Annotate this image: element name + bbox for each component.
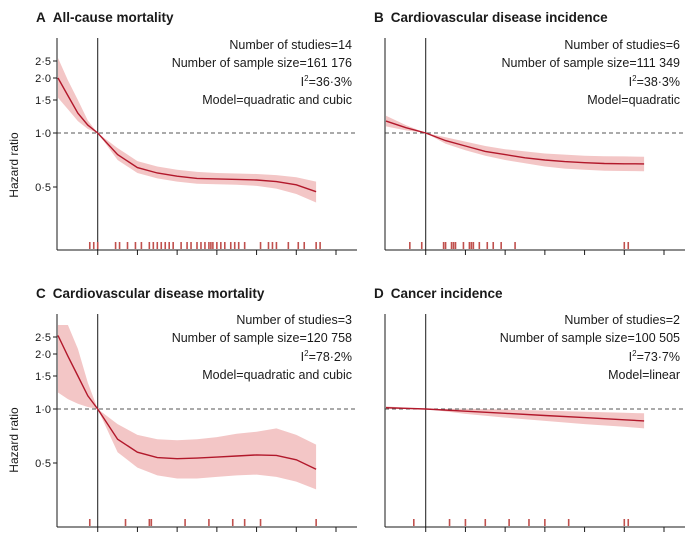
panel-b-stats: Number of studies=6 Number of sample siz…: [502, 38, 681, 107]
panel-c-y-tick-label: 2·0: [35, 349, 51, 361]
panel-a-title: A All-cause mortality: [36, 10, 174, 25]
panel-d-confidence-band: [386, 406, 645, 429]
panel-d: D Cancer incidence Number of studies=2 Nu…: [374, 286, 685, 532]
panel-c-y-tick-label: 1·5: [35, 371, 51, 383]
panel-a-confidence-band: [58, 58, 317, 203]
panel-d-plot: [384, 314, 685, 532]
panel-a-plot: 0·5 1·0 1·5 2·0 2·5: [35, 38, 357, 255]
panel-c-sample: Number of sample size=120 758: [172, 331, 352, 345]
panel-b-title: B Cardiovascular disease incidence: [374, 10, 608, 25]
panel-b-i2: I2=38·3%: [629, 74, 680, 89]
panel-a-y-tick-label: 1·5: [35, 95, 51, 107]
panel-b-curve: [385, 120, 645, 165]
panel-b-studies: Number of studies=6: [564, 38, 680, 52]
panel-c-i2: I2=78·2%: [301, 349, 352, 364]
panel-d-studies: Number of studies=2: [564, 313, 680, 327]
panel-a-curve: [57, 77, 317, 193]
panel-b-plot: [384, 38, 685, 255]
panel-b-sample: Number of sample size=111 349: [502, 56, 681, 70]
panel-c: C Cardiovascular disease mortality Hazard…: [7, 286, 357, 532]
panel-c-y-tick-label: 1·0: [35, 404, 51, 416]
panel-d-model: Model=linear: [608, 368, 680, 382]
panel-a-stats: Number of studies=14 Number of sample si…: [172, 38, 352, 107]
panel-a-y-tick-label: 2·5: [35, 56, 51, 68]
panel-d-stats: Number of studies=2 Number of sample siz…: [500, 313, 680, 382]
panel-c-studies: Number of studies=3: [236, 313, 352, 327]
panel-a-y-tick-label: 2·0: [35, 73, 51, 85]
panel-b-confidence-band: [386, 115, 645, 172]
panel-b-model: Model=quadratic: [587, 93, 680, 107]
panel-a-y-axis-label: Hazard ratio: [7, 132, 21, 198]
panel-c-y-tick-label: 0·5: [35, 458, 51, 470]
panel-c-y-axis-label: Hazard ratio: [7, 407, 21, 473]
panel-a-i2: I2=36·3%: [301, 74, 352, 89]
panel-d-title: D Cancer incidence: [374, 286, 503, 301]
panel-a-sample: Number of sample size=161 176: [172, 56, 352, 70]
panel-c-model: Model=quadratic and cubic: [202, 368, 352, 382]
panel-c-stats: Number of studies=3 Number of sample siz…: [172, 313, 352, 382]
panel-d-curve: [385, 407, 645, 422]
panel-b: B Cardiovascular disease incidence Number…: [374, 10, 685, 255]
panel-c-title: C Cardiovascular disease mortality: [36, 286, 265, 301]
panel-a-y-tick-label: 1·0: [35, 128, 51, 140]
panel-c-curve: [57, 335, 317, 470]
panel-d-sample: Number of sample size=100 505: [500, 331, 680, 345]
panel-c-confidence-band: [58, 325, 317, 490]
panel-a-studies: Number of studies=14: [229, 38, 352, 52]
panel-d-i2: I2=73·7%: [629, 349, 680, 364]
panel-a-y-tick-label: 0·5: [35, 182, 51, 194]
panel-c-plot: 0·5 1·0 1·5 2·0 2·5: [35, 314, 357, 532]
panel-c-y-tick-label: 2·5: [35, 332, 51, 344]
panel-a-model: Model=quadratic and cubic: [202, 93, 352, 107]
panel-a: A All-cause mortality Hazard ratio 0·5 1·0…: [7, 10, 357, 255]
